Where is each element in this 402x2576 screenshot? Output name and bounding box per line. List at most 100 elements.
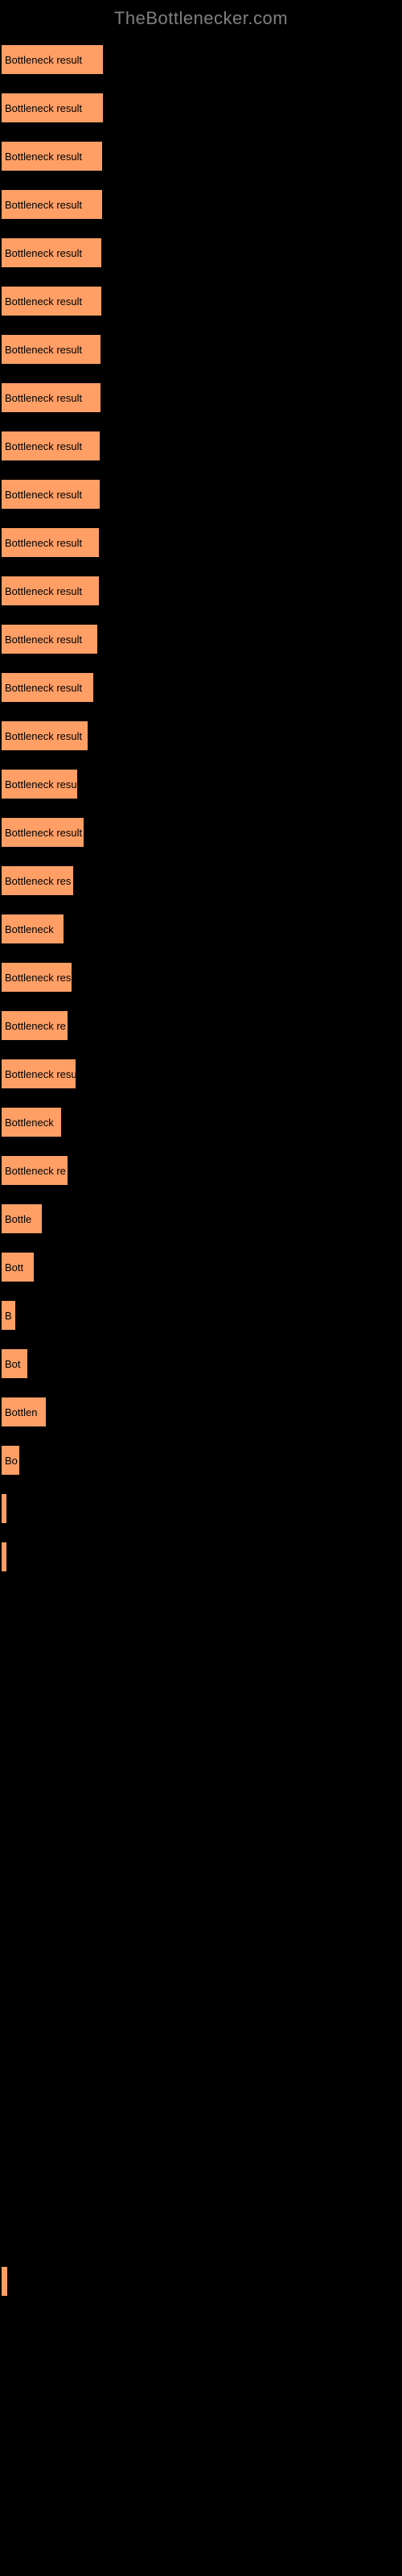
bar: Bottleneck result — [2, 818, 84, 847]
bar-label: Bottleneck result — [5, 54, 82, 66]
bar: Bot — [2, 1349, 27, 1378]
bar-label: Bottle — [5, 1213, 31, 1225]
bar-row — [2, 2412, 400, 2441]
bar-row: Bottleneck result — [2, 238, 400, 267]
bar-row — [2, 1736, 400, 1765]
bar-row — [2, 2025, 400, 2054]
bar-row: Bott — [2, 1253, 400, 1282]
bar-row — [2, 2219, 400, 2248]
bar: Bo — [2, 1446, 19, 1475]
bar-row: Bottleneck result — [2, 818, 400, 847]
bar-row — [2, 1494, 400, 1523]
bar-label: Bottleneck result — [5, 392, 82, 404]
bar-row: Bottleneck result — [2, 721, 400, 750]
bar-row — [2, 1542, 400, 1571]
bar-label: Bottleneck result — [5, 682, 82, 694]
bar-chart: Bottleneck result Bottleneck result Bottle… — [0, 45, 402, 2537]
bar: Bottleneck result — [2, 528, 99, 557]
bar-row — [2, 2363, 400, 2392]
bar-row: Bottleneck result — [2, 383, 400, 412]
bar: Bottleneck result — [2, 93, 103, 122]
bar: Bottleneck result — [2, 190, 102, 219]
bar-row — [2, 2460, 400, 2489]
bar: Bottlen — [2, 1397, 46, 1426]
bar: Bottleneck resu — [2, 1059, 76, 1088]
bar: Bottleneck — [2, 1108, 61, 1137]
bar: Bottleneck result — [2, 45, 103, 74]
bar-label: Bottleneck result — [5, 440, 82, 452]
bar-row — [2, 2074, 400, 2103]
bar-row — [2, 2122, 400, 2151]
bar: Bottleneck res — [2, 963, 72, 992]
bar — [2, 2267, 7, 2296]
bar-label: Bottleneck result — [5, 102, 82, 114]
bar-row: Bottlen — [2, 1397, 400, 1426]
bar: Bottleneck re — [2, 1011, 68, 1040]
bar: Bottleneck resu — [2, 770, 77, 799]
bar-label: Bottleneck res — [5, 875, 71, 887]
bar: Bottleneck result — [2, 480, 100, 509]
bar: Bottleneck res — [2, 866, 73, 895]
bar-row: Bottleneck resu — [2, 770, 400, 799]
bar: Bottleneck result — [2, 287, 101, 316]
bar-label: Bottleneck resu — [5, 778, 77, 791]
bar-label: Bottleneck res — [5, 972, 71, 984]
bar-row: Bottleneck — [2, 1108, 400, 1137]
bar-row — [2, 1832, 400, 1861]
bar — [2, 1542, 6, 1571]
bar-label: Bottleneck result — [5, 489, 82, 501]
bar: Bottleneck result — [2, 673, 93, 702]
bar-row: Bottleneck resu — [2, 1059, 400, 1088]
bar-label: Bottleneck result — [5, 827, 82, 839]
bar-label: Bottleneck result — [5, 730, 82, 742]
bar-label: Bottleneck result — [5, 634, 82, 646]
bar-row — [2, 2267, 400, 2296]
watermark-text: TheBottlenecker.com — [0, 8, 402, 29]
bar: Bottleneck result — [2, 383, 100, 412]
bar-label: Bottleneck result — [5, 295, 82, 308]
bar-row: Bottleneck result — [2, 335, 400, 364]
bar-row — [2, 1880, 400, 1909]
bar-row: Bottleneck result — [2, 576, 400, 605]
bar-row: Bottleneck result — [2, 625, 400, 654]
bar-row: Bottleneck result — [2, 673, 400, 702]
bar-row: B — [2, 1301, 400, 1330]
bar-label: Bottleneck result — [5, 537, 82, 549]
bar-label: Bottleneck result — [5, 344, 82, 356]
bar-row: Bottle — [2, 1204, 400, 1233]
bar-label: Bo — [5, 1455, 18, 1467]
bar-row — [2, 1977, 400, 2006]
bar-label: Bottleneck re — [5, 1020, 66, 1032]
bar: Bottleneck result — [2, 335, 100, 364]
bar: Bottleneck result — [2, 431, 100, 460]
bar-label: Bot — [5, 1358, 21, 1370]
bar-label: Bottleneck re — [5, 1165, 66, 1177]
bar: Bottleneck result — [2, 625, 97, 654]
bar-label: Bottleneck result — [5, 151, 82, 163]
bar-row: Bot — [2, 1349, 400, 1378]
bar-row — [2, 2508, 400, 2537]
bar-row: Bo — [2, 1446, 400, 1475]
bar-row: Bottleneck res — [2, 866, 400, 895]
bar-row — [2, 1687, 400, 1716]
bar-row — [2, 2315, 400, 2344]
bar-row — [2, 2170, 400, 2199]
bar: B — [2, 1301, 15, 1330]
bar-row: Bottleneck result — [2, 431, 400, 460]
bar-row: Bottleneck result — [2, 287, 400, 316]
bar-row — [2, 1639, 400, 1668]
bar: Bottleneck result — [2, 238, 101, 267]
bar-label: Bottleneck result — [5, 247, 82, 259]
bar-row — [2, 1929, 400, 1958]
bar-label: Bottleneck result — [5, 585, 82, 597]
bar: Bottleneck result — [2, 576, 99, 605]
bar-label: Bottleneck — [5, 923, 54, 935]
bar-label: Bottleneck — [5, 1117, 54, 1129]
bar — [2, 1494, 6, 1523]
bar: Bottleneck result — [2, 142, 102, 171]
bar-row: Bottleneck — [2, 914, 400, 943]
bar-row: Bottleneck result — [2, 190, 400, 219]
bar-row: Bottleneck re — [2, 1011, 400, 1040]
bar-row — [2, 1784, 400, 1813]
bar: Bottleneck re — [2, 1156, 68, 1185]
